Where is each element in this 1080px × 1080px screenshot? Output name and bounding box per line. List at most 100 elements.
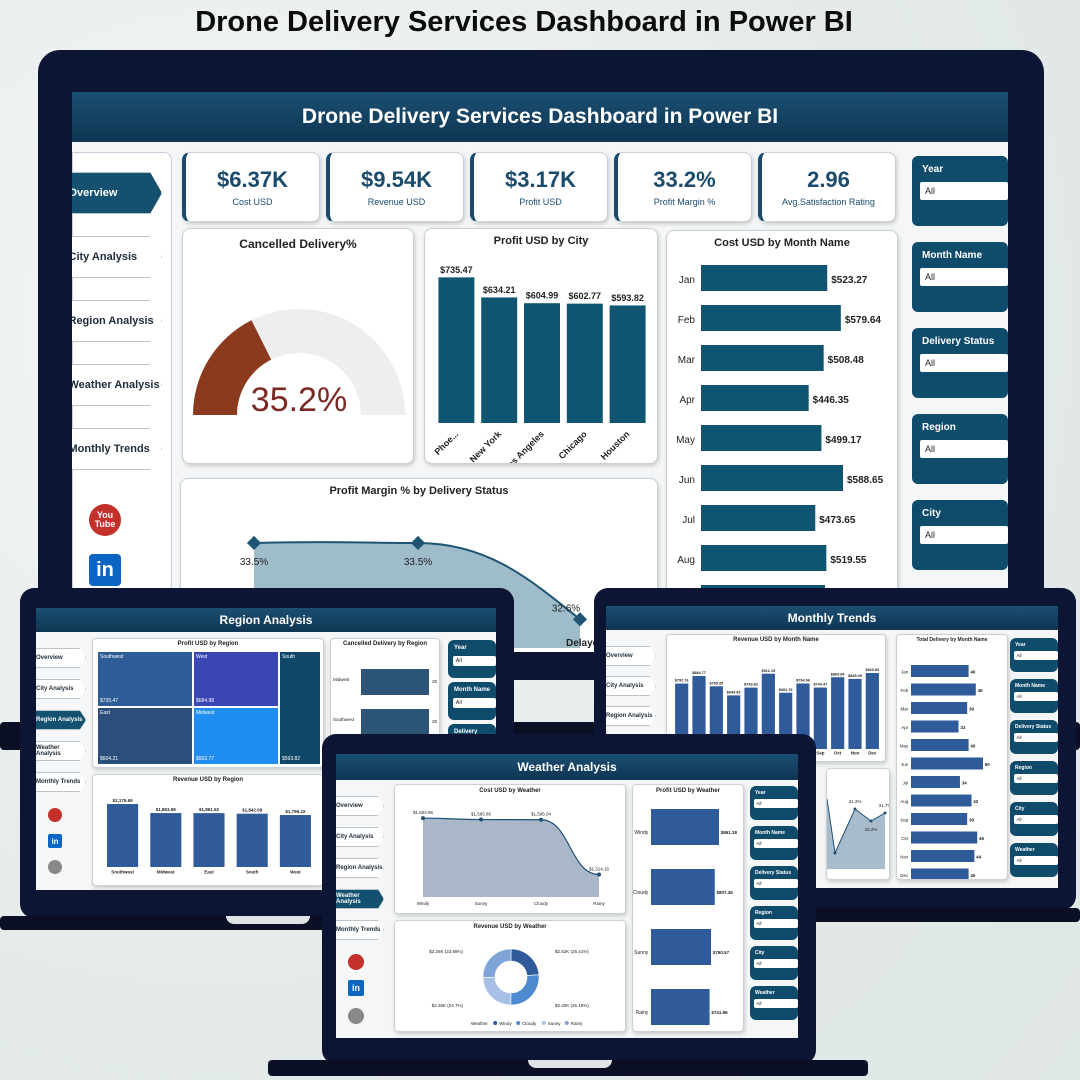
slicer-dropdown[interactable]: All <box>754 919 798 928</box>
category-label: Rainy <box>636 1010 649 1016</box>
category-label: Jun <box>679 475 695 486</box>
treemap-tile-name: Southwest <box>100 654 124 660</box>
data-label: 31.2% <box>849 799 862 804</box>
slicer-delivery-status[interactable]: Delivery Status All <box>1010 720 1058 754</box>
nav-item-region-analysis[interactable]: Region Analysis <box>72 300 162 342</box>
slicer-dropdown[interactable]: All <box>452 655 496 667</box>
slicer-dropdown[interactable]: All <box>1014 651 1058 660</box>
nav-item-weather-analysis[interactable]: Weather Analysis <box>72 364 162 406</box>
slicer-month-name[interactable]: Month Name All <box>750 826 798 860</box>
treemap-tile[interactable]: South $593.82 <box>279 651 321 765</box>
slicer-year[interactable]: Year All <box>750 786 798 820</box>
bar <box>701 305 841 331</box>
nav-item-overview[interactable]: Overview <box>36 648 86 668</box>
nav-item-city-analysis[interactable]: City Analysis <box>36 679 86 699</box>
slicer-dropdown[interactable]: All <box>1014 815 1058 824</box>
slicer-city[interactable]: City All <box>1010 802 1058 836</box>
slicer-dropdown[interactable]: All <box>1014 774 1058 783</box>
slicer-dropdown[interactable]: All <box>1014 856 1058 865</box>
nav-item-region-analysis[interactable]: Region Analysis <box>36 710 86 730</box>
nav-item-region-analysis[interactable]: Region Analysis <box>336 858 384 878</box>
slicer-label: Month Name <box>1015 683 1045 689</box>
nav-item-weather-analysis[interactable]: Weather Analysis <box>36 741 86 761</box>
bar-label: 46 <box>979 836 985 841</box>
area-fill <box>423 818 599 897</box>
slicer-city[interactable]: City All <box>912 500 1008 570</box>
slicer-month-name[interactable]: Month Name All <box>1010 679 1058 713</box>
nav-item-monthly-trends[interactable]: Monthly Trends <box>36 772 86 792</box>
bar <box>911 868 969 879</box>
nav-item-city-analysis[interactable]: City Analysis <box>72 236 162 278</box>
bar-label: $744.47 <box>813 683 827 687</box>
slicer-year[interactable]: Year All <box>912 156 1008 226</box>
slicer-dropdown[interactable]: All <box>754 879 798 888</box>
nav-item-overview[interactable]: Overview <box>606 646 656 666</box>
slicer-dropdown[interactable]: All <box>920 526 1008 544</box>
nav-item-weather-analysis[interactable]: Weather Analysis <box>336 889 384 909</box>
treemap-tile[interactable]: Southwest $735.47 <box>97 651 193 707</box>
globe-icon[interactable] <box>48 860 62 874</box>
slicer-dropdown[interactable]: All <box>920 440 1008 458</box>
slicer-dropdown[interactable]: All <box>754 999 798 1008</box>
category-label: West <box>290 869 301 874</box>
category-label: Cloudy <box>633 890 649 896</box>
slicer-dropdown[interactable]: All <box>754 959 798 968</box>
bar-label: $446.35 <box>813 395 850 406</box>
bar-label: $634.21 <box>483 285 516 295</box>
slicer-dropdown[interactable]: All <box>920 182 1008 200</box>
slicer-label: Delivery Status <box>922 336 995 347</box>
nav-item-city-analysis[interactable]: City Analysis <box>606 676 656 696</box>
category-label: Midwest <box>157 869 175 874</box>
gauge-title: Cancelled Delivery% <box>239 237 357 251</box>
slicer-dropdown[interactable]: All <box>920 354 1008 372</box>
linkedin-icon[interactable]: in <box>348 980 364 996</box>
category-label: Oct <box>834 750 842 755</box>
youtube-icon[interactable] <box>348 954 364 970</box>
treemap-tile-value: $735.47 <box>100 698 119 704</box>
linkedin-icon[interactable]: in <box>89 554 121 586</box>
monthly-title-bar: Monthly Trends <box>606 606 1058 630</box>
category-label: Sep <box>816 750 825 755</box>
slicer-month-name[interactable]: Month Name All <box>912 242 1008 312</box>
revenue-by-month-chart: $792.76$884.77 $759.95 $649.93$743.82 $912.… <box>675 668 879 755</box>
slicer-delivery-status[interactable]: Delivery Status All <box>750 866 798 900</box>
slicer-year[interactable]: Year All <box>1010 638 1058 672</box>
bar-label: $743.82 <box>744 683 758 687</box>
treemap-tile[interactable]: East $604.21 <box>97 707 193 765</box>
slicer-city[interactable]: City All <box>750 946 798 980</box>
slicer-weather[interactable]: Weather All <box>750 986 798 1020</box>
bar-label: $869.84 <box>831 672 846 676</box>
main-screen: Drone Delivery Services Dashboard in Pow… <box>72 92 1008 652</box>
youtube-icon[interactable]: You Tube <box>89 504 121 536</box>
slicer-dropdown[interactable]: All <box>920 268 1008 286</box>
nav-item-monthly-trends[interactable]: Monthly Trends <box>336 920 384 940</box>
nav-item-region-analysis[interactable]: Region Analysis <box>606 706 656 726</box>
slicer-month-name[interactable]: Month Name All <box>448 682 496 720</box>
slicer-dropdown[interactable]: All <box>754 839 798 848</box>
slicer-dropdown[interactable]: All <box>754 799 798 808</box>
youtube-icon[interactable] <box>48 808 62 822</box>
slicer-delivery-status[interactable]: Delivery Status All <box>912 328 1008 398</box>
nav-item-monthly-trends[interactable]: Monthly Trends <box>72 428 162 470</box>
slicer-region[interactable]: Region All <box>912 414 1008 484</box>
nav-item-overview[interactable]: Overview <box>72 172 162 214</box>
slicer-region[interactable]: Region All <box>750 906 798 940</box>
slicer-region[interactable]: Region All <box>1010 761 1058 795</box>
nav-item-overview[interactable]: Overview <box>336 796 384 816</box>
treemap-tile[interactable]: Midwest $602.77 <box>193 707 279 765</box>
kpi-value: $9.54K <box>361 167 432 192</box>
slicer-dropdown[interactable]: All <box>1014 733 1058 742</box>
slicer-year[interactable]: Year All <box>448 640 496 678</box>
nav-item-city-analysis[interactable]: City Analysis <box>336 827 384 847</box>
slicer-weather[interactable]: Weather All <box>1010 843 1058 877</box>
weather-title-bar: Weather Analysis <box>336 754 798 780</box>
slicer-dropdown[interactable]: All <box>452 697 496 709</box>
data-label: 33.5% <box>240 557 268 568</box>
linkedin-icon[interactable]: in <box>48 834 62 848</box>
slicer-dropdown[interactable]: All <box>1014 692 1058 701</box>
bar-label: $912.15 <box>761 669 775 673</box>
kpi-card: 33.2% Profit Margin % <box>614 152 752 222</box>
globe-icon[interactable] <box>348 1008 364 1024</box>
data-point <box>410 535 426 551</box>
treemap-tile[interactable]: West $684.98 <box>193 651 279 707</box>
